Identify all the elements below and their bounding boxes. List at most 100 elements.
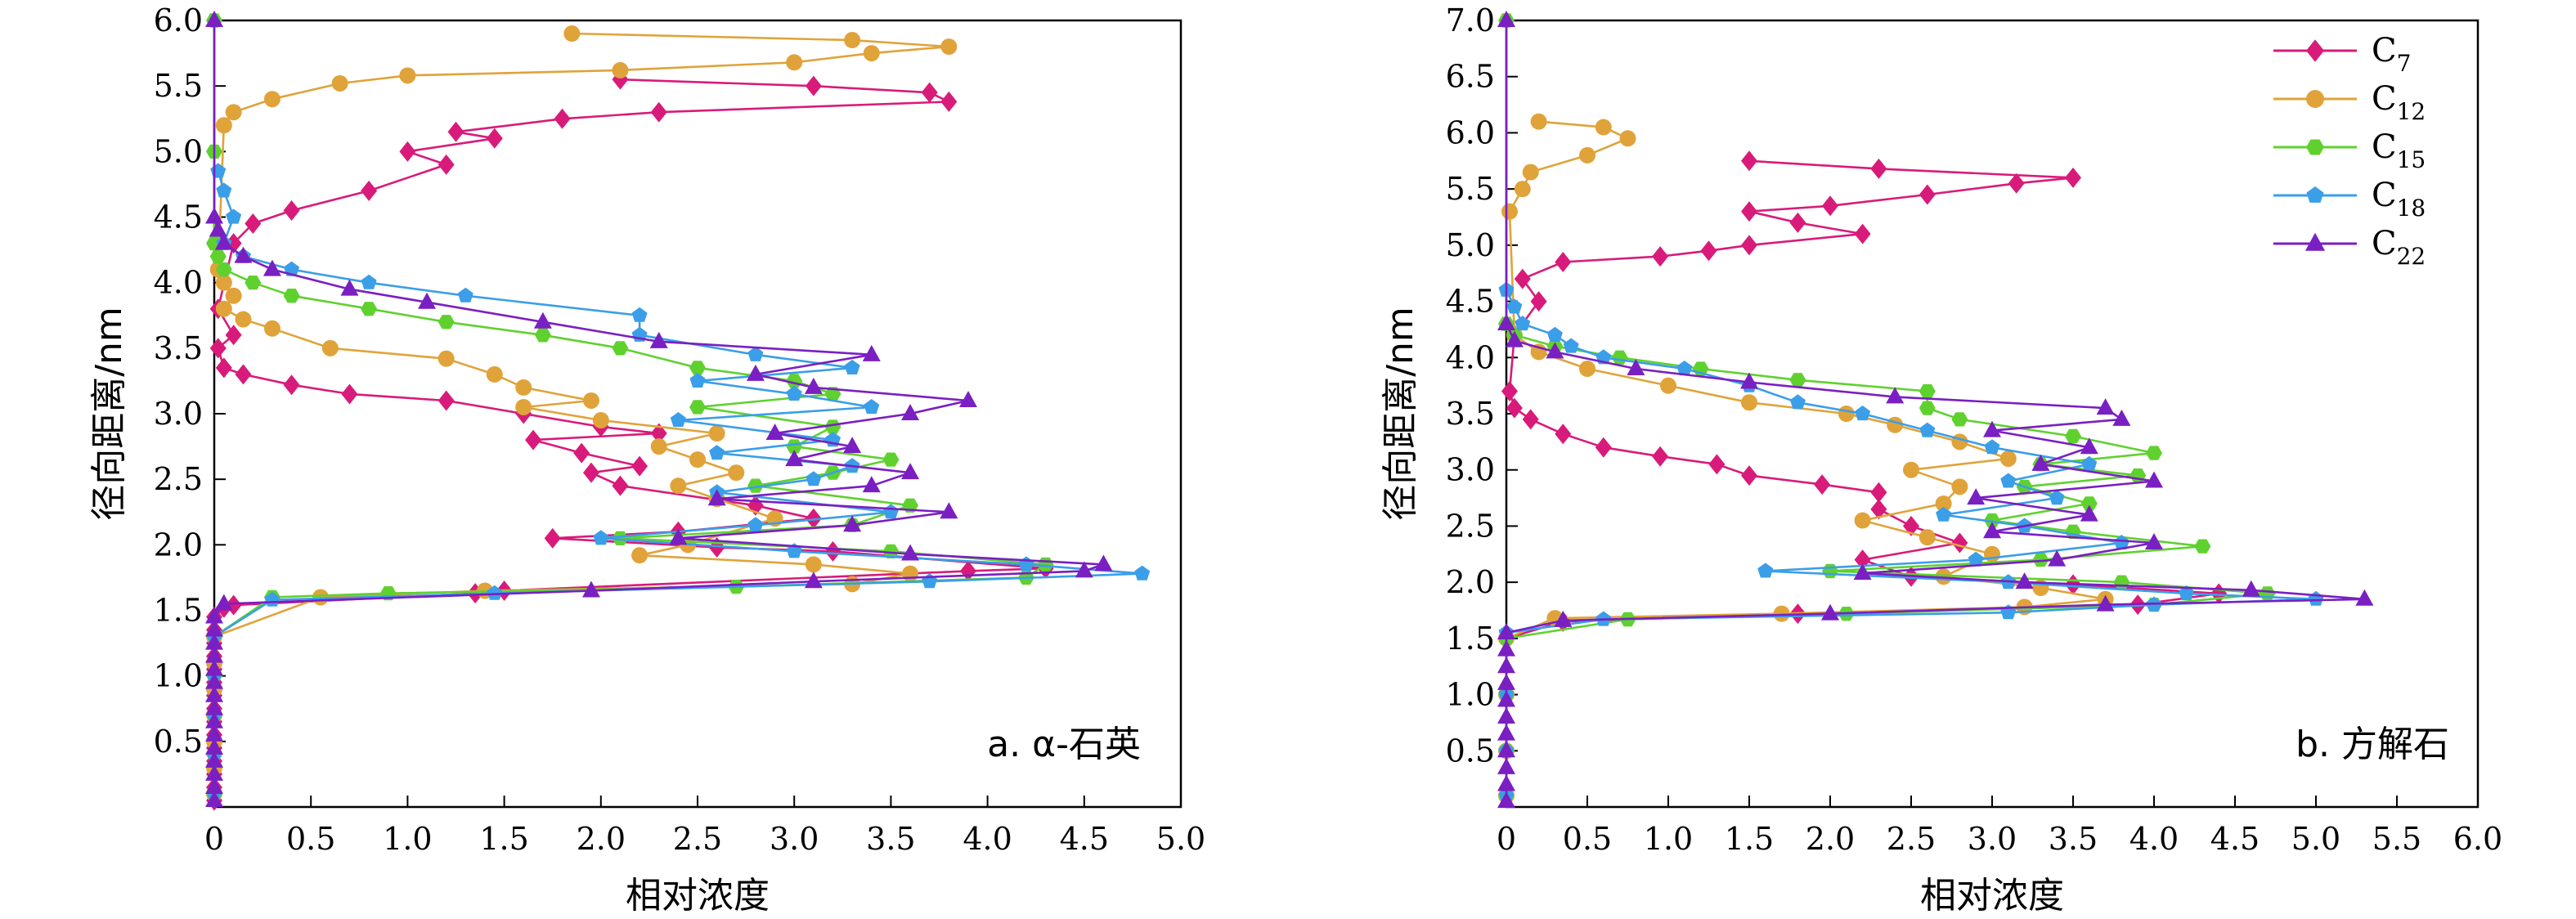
panel-a-series-c18-point [882, 504, 899, 519]
panel-a-series-c7-point [631, 455, 648, 477]
panel-a-series-c7-point [554, 108, 571, 129]
panel-a-series-c22-point [901, 544, 920, 561]
panel-b-y-tick-label: 1.0 [1446, 677, 1495, 713]
panel-b-series-c7-point [1919, 184, 1936, 205]
panel-b-series-c22-point [1627, 359, 1645, 376]
panel-a-series-c22-point [205, 607, 223, 624]
panel-b-series-c18-point [1563, 338, 1579, 353]
panel-b-series-c18-point [1546, 326, 1563, 342]
panel-a-series-c7-point [209, 338, 227, 359]
panel-a-series-c22-point [205, 659, 223, 676]
panel-a-series-c18-point [670, 412, 686, 428]
panel-b-series-c7-point [1652, 246, 1669, 267]
panel-b-x-tick-label: 4.0 [2129, 821, 2179, 857]
panel-b-series-c22-point [1497, 622, 1515, 639]
panel-b-series-c15-point [1984, 513, 2000, 528]
panel-b-series-c12-point [1595, 119, 1612, 136]
panel-b-series-c7-point [1506, 397, 1523, 419]
panel-a-y-tick-label: 3.5 [154, 330, 203, 366]
panel-a-series-c7-point [525, 429, 542, 451]
panel-a-quartz: 0 0.5 1.0 1.5 2.0 2.5 3.0 3.5 4.0 4.5 5.0 0.5 1.0 1.5… [88, 2, 1205, 917]
panel-a-series-c12-point [863, 45, 880, 62]
panel-a-label: a. α-石英 [987, 724, 1141, 765]
panel-b-y-tick-label: 4.0 [1446, 339, 1495, 375]
panel-a-series-c22-point [804, 572, 823, 589]
panel-a-y-tick-label: 6.0 [154, 2, 203, 38]
panel-a-series-c22-point [205, 790, 223, 807]
panel-a-series-c18-point [806, 471, 822, 486]
panel-b-series-c22-point [1853, 563, 1872, 581]
panel-b-series-c22-point [2015, 572, 2034, 590]
panel-a-series-c22-point [940, 502, 958, 519]
panel-b-series-c18-point [1984, 439, 2000, 455]
panel-a-series-c22-point [205, 646, 223, 663]
panel-a-series-c12-point [689, 451, 706, 468]
panel-b-series-c7-point [1514, 268, 1531, 289]
panel-b-series-c22-point [1497, 657, 1515, 674]
panel-a-series-c7-point [438, 390, 455, 411]
panel-a-series-c18-point [631, 307, 648, 322]
panel-a-series-c22-point [707, 489, 726, 506]
panel-a-series-c22-point [214, 594, 233, 611]
panel-b-y-tick-label: 0.5 [1446, 733, 1495, 769]
panel-a-series-c22-point [209, 220, 227, 237]
panel-a-series-c12-point [515, 379, 532, 396]
panel-a-series-c22-point [340, 279, 359, 296]
panel-a-series-c12-point [225, 104, 242, 121]
panel-a-series-c12-point [805, 556, 822, 573]
panel-a-series-c15-point [882, 452, 900, 467]
panel-a-series-c7-point [283, 199, 300, 221]
panel-a-series-c18-point [593, 530, 609, 545]
panel-b-series-c18-point [1789, 394, 1806, 410]
panel-b-series-c22-point [1983, 522, 2001, 539]
panel-a-series-c12-point [263, 320, 280, 337]
panel-b-series-c18-point [2000, 473, 2017, 488]
panel-b-series-c15-point [2194, 539, 2211, 554]
panel-a-series-c18-point [786, 385, 802, 401]
panel-b-series-c7-point [1870, 482, 1887, 503]
panel-a-series-c7-point [921, 82, 938, 103]
panel-b-series-c22-point [1967, 488, 1986, 505]
panel-a-series [205, 11, 1151, 811]
panel-b-series-c15-point [1951, 412, 1968, 427]
panel-b-series-c12-point [1522, 164, 1539, 181]
legend-label: C18 [2372, 177, 2426, 222]
panel-a-series-c12 [206, 25, 958, 802]
panel-a-series-c22-point [765, 424, 784, 441]
panel-a-series-c15-point [689, 400, 706, 415]
panel-b-series-c12-point [1984, 545, 2000, 563]
panel-a-series-c12-point [582, 392, 599, 409]
panel-a-series-c18-point [1018, 556, 1034, 572]
panel-b-series-c7-point [1530, 291, 1547, 312]
panel-b-series-c7-point [1652, 446, 1669, 467]
panel-b-series-c22-point [1497, 774, 1515, 791]
panel-a-series-c7-point [544, 527, 561, 549]
legend-label: C12 [2372, 80, 2426, 125]
panel-b-series-c7-point [1854, 223, 1871, 244]
panel-b-series-c7-point [1741, 465, 1757, 486]
panel-a-y-tick-label: 4.0 [154, 265, 203, 301]
panel-a-series-c18-point [689, 372, 706, 388]
panel-a-series-c12-point [708, 425, 725, 442]
panel-a-series-c12-point [844, 32, 861, 49]
panel-b-series-c15-point [1822, 563, 1838, 579]
panel-a-series-c7-point [341, 383, 358, 405]
panel-b-x-tick-label: 3.5 [2049, 821, 2098, 857]
panel-b-ticks: 0 0.5 1.0 1.5 2.0 2.5 3.0 3.5 4.0 4.5 5.0 5.5 6.0 0.5… [1446, 2, 2503, 857]
panel-a-series-c22-point [785, 450, 804, 467]
panel-b-series-c15-point [1789, 373, 1806, 388]
panel-b-y-tick-label: 3.5 [1446, 396, 1495, 432]
panel-b-y-tick-label: 1.5 [1446, 621, 1495, 657]
panel-a-series-c12-point [215, 274, 232, 291]
panel-a-series-c22-point [901, 404, 920, 420]
panel-a-series-c12-point [631, 547, 648, 564]
panel-b-series-c15-point [2065, 428, 2081, 444]
panel-a-series-c22-point [205, 11, 223, 27]
panel-b-series-c12-point [1903, 461, 1919, 478]
panel-a-y-tick-label: 1.0 [154, 658, 203, 694]
panel-b-label: b. 方解石 [2296, 724, 2449, 765]
panel-a-series-c22-point [746, 364, 765, 381]
panel-a-series-c22-point [205, 620, 223, 637]
panel-b-calcite: 0 0.5 1.0 1.5 2.0 2.5 3.0 3.5 4.0 4.5 5.0 5.5 6.0 0.5… [1380, 2, 2502, 917]
panel-a-x-tick-label: 0 [204, 821, 224, 857]
